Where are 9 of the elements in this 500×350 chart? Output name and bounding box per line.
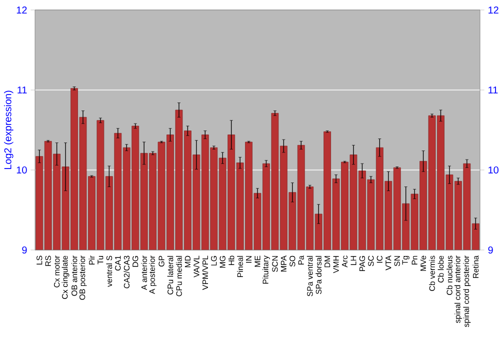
y2-tick-label: 9 bbox=[488, 246, 493, 254]
y2-tick-label: 12 bbox=[488, 6, 498, 14]
y-tick-label: 12 bbox=[16, 6, 27, 14]
y-tick-label: 10 bbox=[16, 166, 27, 174]
y-tick-label: 11 bbox=[18, 86, 27, 94]
y-tick-label: 9 bbox=[22, 246, 27, 254]
y-axis-title: Log2 (expression) bbox=[4, 90, 14, 170]
y2-tick-label: 11 bbox=[488, 86, 498, 94]
y2-tick-label: 10 bbox=[488, 166, 498, 174]
